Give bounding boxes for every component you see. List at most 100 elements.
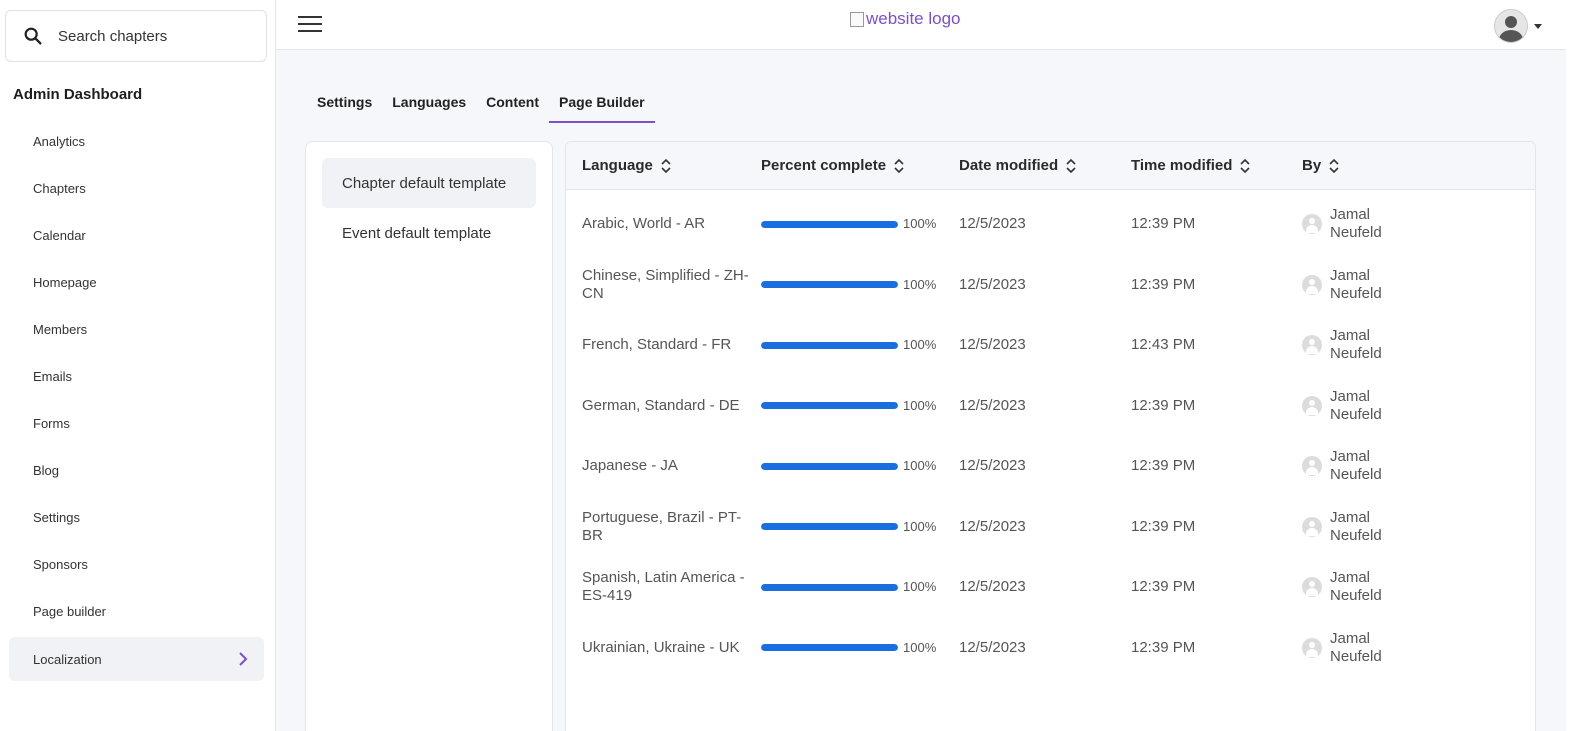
table-row[interactable]: Chinese, Simplified - ZH-CN 100% 12/5/20… <box>566 255 1535 316</box>
table-row[interactable]: German, Standard - DE 100% 12/5/2023 12:… <box>566 376 1535 437</box>
language-cell: Ukrainian, Ukraine - UK <box>582 638 740 656</box>
progress-fill <box>761 644 898 652</box>
user-name: Jamal Neufeld <box>1330 387 1382 423</box>
search-box[interactable] <box>5 10 267 62</box>
top-bar: website logo <box>276 0 1578 50</box>
user-name: Jamal Neufeld <box>1330 327 1382 363</box>
caret-down-icon <box>1534 23 1542 29</box>
progress-bar <box>761 462 898 470</box>
date-cell: 12/5/2023 <box>959 275 1026 293</box>
template-item-event-default[interactable]: Event default template <box>342 224 492 242</box>
language-cell: Chinese, Simplified - ZH-CN <box>582 266 749 302</box>
time-cell: 12:39 PM <box>1131 215 1196 233</box>
sidebar-item-label: Localization <box>33 651 102 667</box>
table-row[interactable]: Arabic, World - AR 100% 12/5/2023 12:39 … <box>566 194 1535 255</box>
sidebar-item-forms[interactable]: Forms <box>9 400 264 447</box>
sidebar-item-calendar[interactable]: Calendar <box>9 212 264 259</box>
tab-languages[interactable]: Languages <box>392 94 467 110</box>
website-logo[interactable]: website logo <box>850 9 961 29</box>
by-cell: Jamal Neufeld <box>1302 509 1502 545</box>
sort-icon <box>894 158 904 173</box>
avatar[interactable] <box>1494 9 1528 43</box>
user-name: Jamal Neufeld <box>1330 266 1382 302</box>
time-cell: 12:39 PM <box>1131 638 1196 656</box>
progress-fill <box>761 220 898 228</box>
sidebar-item-homepage[interactable]: Homepage <box>9 259 264 306</box>
column-header-percent[interactable]: Percent complete <box>761 157 946 174</box>
by-cell: Jamal Neufeld <box>1302 569 1502 605</box>
progress-bar <box>761 583 898 591</box>
progress-bar <box>761 281 898 289</box>
percent-label: 100% <box>903 639 937 655</box>
search-input[interactable] <box>58 27 248 45</box>
tab-bar: Settings Languages Content Page Builder <box>307 86 655 123</box>
language-cell: Portuguese, Brazil - PT-BR <box>582 508 742 544</box>
sidebar-item-page-builder[interactable]: Page builder <box>9 588 264 635</box>
date-cell: 12/5/2023 <box>959 396 1026 414</box>
user-name: Jamal Neufeld <box>1330 448 1382 484</box>
sidebar-item-chapters[interactable]: Chapters <box>9 165 264 212</box>
progress-fill <box>761 341 898 349</box>
language-cell: German, Standard - DE <box>582 396 740 414</box>
sidebar-item-label: Page builder <box>33 604 106 619</box>
sidebar-item-settings[interactable]: Settings <box>9 494 264 541</box>
sidebar-item-label: Members <box>33 322 88 337</box>
date-cell: 12/5/2023 <box>959 578 1026 596</box>
tab-settings[interactable]: Settings <box>317 94 373 110</box>
percent-cell: 100% <box>761 578 946 596</box>
sidebar-item-label: Forms <box>33 416 70 431</box>
percent-label: 100% <box>903 337 937 353</box>
date-cell: 12/5/2023 <box>959 517 1026 535</box>
percent-cell: 100% <box>761 457 946 475</box>
time-cell: 12:39 PM <box>1131 517 1196 535</box>
table-row[interactable]: Spanish, Latin America - ES-419 100% 12/… <box>566 557 1535 618</box>
by-cell: Jamal Neufeld <box>1302 267 1502 303</box>
user-icon <box>1302 335 1322 356</box>
sidebar-item-blog[interactable]: Blog <box>9 447 264 494</box>
progress-fill <box>761 583 898 591</box>
percent-label: 100% <box>903 579 937 595</box>
progress-bar <box>761 644 898 652</box>
template-item-chapter-default[interactable]: Chapter default template <box>322 158 536 208</box>
sidebar-item-members[interactable]: Members <box>9 306 264 353</box>
progress-bar <box>761 402 898 410</box>
table-row[interactable]: French, Standard - FR 100% 12/5/2023 12:… <box>566 315 1535 376</box>
table-row[interactable]: Japanese - JA 100% 12/5/2023 12:39 PM Ja… <box>566 436 1535 497</box>
sidebar-nav: Analytics Chapters Calendar Homepage Mem… <box>9 118 264 681</box>
sidebar-item-localization[interactable]: Localization <box>9 637 264 681</box>
percent-label: 100% <box>903 216 937 232</box>
progress-fill <box>761 462 898 470</box>
sidebar-item-emails[interactable]: Emails <box>9 353 264 400</box>
table-row[interactable]: Ukrainian, Ukraine - UK 100% 12/5/2023 1… <box>566 618 1535 679</box>
sidebar-item-label: Sponsors <box>33 557 88 572</box>
sidebar-item-sponsors[interactable]: Sponsors <box>9 541 264 588</box>
percent-label: 100% <box>903 276 937 292</box>
user-menu[interactable] <box>1494 9 1542 43</box>
table-row[interactable]: Portuguese, Brazil - PT-BR 100% 12/5/202… <box>566 497 1535 558</box>
broken-image-icon <box>850 11 864 27</box>
tab-content[interactable]: Content <box>486 94 540 110</box>
date-cell: 12/5/2023 <box>959 638 1026 656</box>
user-name: Jamal Neufeld <box>1330 508 1382 544</box>
date-cell: 12/5/2023 <box>959 336 1026 354</box>
template-list: Chapter default template Event default t… <box>305 141 553 731</box>
percent-cell: 100% <box>761 336 946 354</box>
sidebar-item-label: Analytics <box>33 134 86 149</box>
column-header-label: Date modified <box>959 157 1059 174</box>
language-cell: French, Standard - FR <box>582 336 732 354</box>
column-header-date[interactable]: Date modified <box>959 157 1119 174</box>
user-icon <box>1302 395 1322 416</box>
menu-icon[interactable] <box>298 16 322 34</box>
column-header-label: Language <box>582 157 653 174</box>
by-cell: Jamal Neufeld <box>1302 630 1502 666</box>
column-header-language[interactable]: Language <box>582 157 752 174</box>
user-icon <box>1302 456 1322 477</box>
language-cell: Spanish, Latin America - ES-419 <box>582 569 745 605</box>
column-header-by[interactable]: By <box>1302 157 1502 174</box>
by-cell: Jamal Neufeld <box>1302 206 1502 242</box>
sidebar-item-analytics[interactable]: Analytics <box>9 118 264 165</box>
column-header-time[interactable]: Time modified <box>1131 157 1291 174</box>
localization-table: Language Percent complete Date modified … <box>565 141 1536 731</box>
tab-page-builder[interactable]: Page Builder <box>549 86 655 123</box>
table-body: Arabic, World - AR 100% 12/5/2023 12:39 … <box>566 190 1535 678</box>
